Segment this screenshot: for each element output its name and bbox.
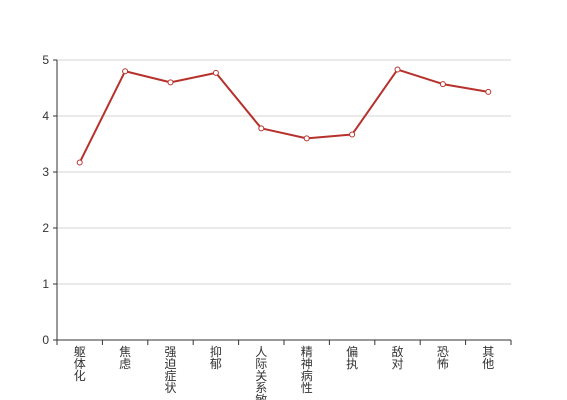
data-point[interactable] bbox=[122, 68, 129, 75]
x-tick-label: 敌对 bbox=[391, 344, 403, 371]
x-tick-label: 精神病性 bbox=[301, 345, 313, 395]
series-line bbox=[78, 68, 489, 163]
x-tick-label: 抑郁 bbox=[210, 344, 222, 371]
data-point[interactable] bbox=[258, 125, 265, 132]
x-tick-label: 强迫症状 bbox=[164, 345, 176, 395]
data-point[interactable] bbox=[212, 69, 219, 76]
data-point[interactable] bbox=[485, 88, 492, 95]
x-tick-label: 焦虑 bbox=[119, 345, 131, 371]
y-tick-label: 0 bbox=[42, 333, 49, 347]
y-tick-label: 1 bbox=[42, 277, 49, 291]
x-tick-label: 其他 bbox=[482, 345, 494, 371]
y-tick-label: 5 bbox=[42, 53, 49, 67]
y-tick-label: 3 bbox=[42, 165, 49, 179]
data-point[interactable] bbox=[394, 66, 401, 73]
data-point[interactable] bbox=[303, 135, 310, 142]
data-point[interactable] bbox=[76, 159, 83, 166]
data-point[interactable] bbox=[439, 81, 446, 88]
y-axis: 0 1 2 3 4 5 bbox=[42, 53, 58, 347]
data-point[interactable] bbox=[349, 131, 356, 138]
x-tick-label: 偏执 bbox=[346, 344, 358, 371]
y-gridlines bbox=[57, 59, 511, 285]
y-tick-label: 4 bbox=[42, 109, 49, 123]
x-tick-label: 恐怖 bbox=[437, 345, 449, 371]
data-point[interactable] bbox=[167, 79, 174, 86]
x-axis: 躯体化 焦虑 强迫症状 抑郁 人际关系敏感 精神病性 偏执 敌对 恐怖 其他 bbox=[56, 339, 512, 400]
x-tick-label: 人际关系敏感 bbox=[255, 345, 267, 400]
x-tick-label: 躯体化 bbox=[74, 344, 86, 383]
series-layer bbox=[76, 66, 492, 166]
y-tick-label: 2 bbox=[42, 221, 49, 235]
